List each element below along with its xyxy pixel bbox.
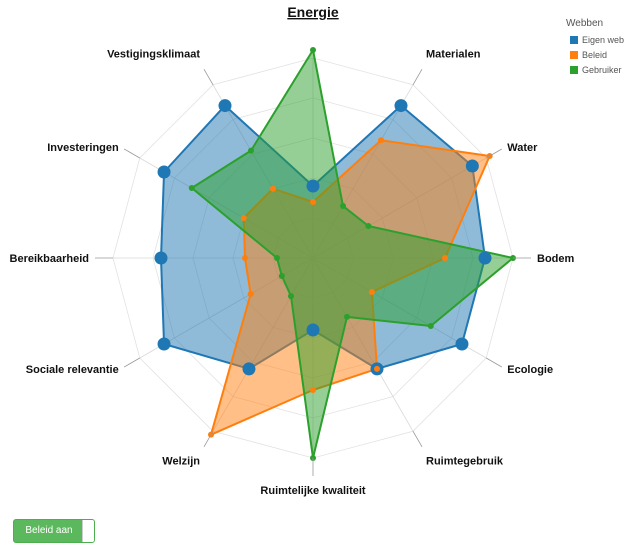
beleid-toggle-button[interactable]: Beleid aan xyxy=(13,519,95,543)
label-leader-line xyxy=(412,69,423,85)
label-leader-line xyxy=(203,431,214,447)
data-point[interactable] xyxy=(278,273,285,279)
label-leader-line xyxy=(486,357,502,368)
label-leader-line xyxy=(412,431,423,447)
radar-series xyxy=(160,49,514,459)
axis-label: Vestigingsklimaat xyxy=(107,49,200,61)
data-point[interactable] xyxy=(154,251,168,265)
legend: Webben Eigen web Beleid Gebruiker xyxy=(566,18,624,75)
axis-label: Bodem xyxy=(537,253,575,265)
data-point[interactable] xyxy=(310,47,316,53)
data-point[interactable] xyxy=(394,99,408,113)
radar-points xyxy=(154,47,516,461)
data-point[interactable] xyxy=(427,323,434,329)
axis-label: Investeringen xyxy=(47,142,119,154)
data-point[interactable] xyxy=(242,362,256,376)
data-point[interactable] xyxy=(248,147,254,154)
axis-label: Ruimtegebruik xyxy=(426,455,504,467)
data-point[interactable] xyxy=(455,337,469,351)
axis-label: Ecologie xyxy=(507,364,553,376)
legend-swatch xyxy=(570,36,578,44)
data-point[interactable] xyxy=(478,251,492,265)
label-leader-line xyxy=(203,69,214,85)
data-point[interactable] xyxy=(374,365,380,372)
legend-swatch xyxy=(570,51,578,59)
data-point[interactable] xyxy=(157,337,171,351)
toggle-knob[interactable] xyxy=(82,520,94,542)
axis-label: Bereikbaarheid xyxy=(10,253,89,265)
toggle-label: Beleid aan xyxy=(25,525,73,536)
axis-label: Sociale relevantie xyxy=(26,364,119,376)
axis-label: Materialen xyxy=(426,49,481,61)
legend-entry[interactable]: Gebruiker xyxy=(582,65,622,75)
data-point[interactable] xyxy=(310,387,316,393)
chart-title: Energie xyxy=(287,4,339,20)
data-point[interactable] xyxy=(240,215,247,221)
data-point[interactable] xyxy=(218,99,232,113)
data-point[interactable] xyxy=(340,203,346,210)
data-point[interactable] xyxy=(306,179,320,193)
legend-entry[interactable]: Beleid xyxy=(582,50,607,60)
radar-axis-labels: Materialen Water Bodem Ecologie Ruimtegebrui… xyxy=(10,49,575,497)
data-point[interactable] xyxy=(188,185,195,191)
legend-entry[interactable]: Eigen web xyxy=(582,35,624,45)
data-point[interactable] xyxy=(368,289,375,295)
data-point[interactable] xyxy=(306,323,320,337)
data-point[interactable] xyxy=(157,165,171,179)
axis-label: Water xyxy=(507,142,538,154)
axis-label: Ruimtelijke kwaliteit xyxy=(260,485,365,497)
data-point[interactable] xyxy=(247,291,254,297)
axis-label: Welzijn xyxy=(162,455,200,467)
data-point[interactable] xyxy=(442,255,448,261)
data-point[interactable] xyxy=(270,185,276,192)
label-leader-line xyxy=(124,357,140,368)
data-point[interactable] xyxy=(310,199,316,205)
label-leader-line xyxy=(124,148,140,159)
data-point[interactable] xyxy=(465,159,479,173)
data-point[interactable] xyxy=(288,293,294,300)
data-point[interactable] xyxy=(365,223,372,229)
data-point[interactable] xyxy=(274,255,280,261)
legend-swatch xyxy=(570,66,578,74)
data-point[interactable] xyxy=(242,255,248,261)
legend-title: Webben xyxy=(566,18,603,29)
data-point[interactable] xyxy=(378,137,384,144)
data-point[interactable] xyxy=(344,313,350,320)
label-leader-line xyxy=(486,148,502,159)
